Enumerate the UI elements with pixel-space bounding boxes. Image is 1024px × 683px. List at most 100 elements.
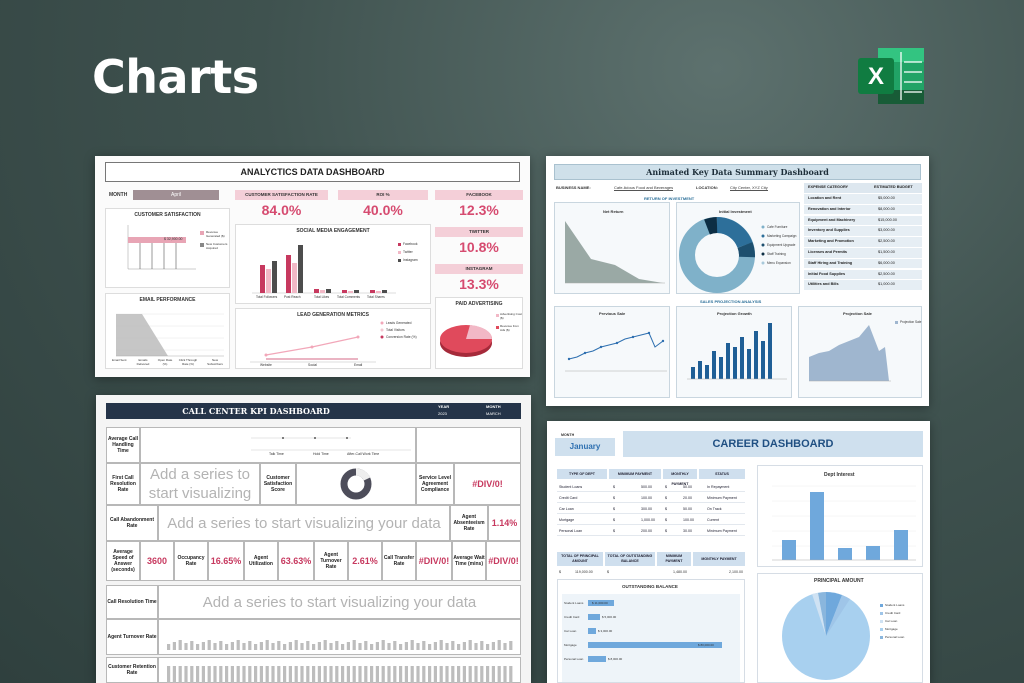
turnover-bar [393, 641, 397, 650]
retention-bar [219, 666, 223, 683]
head-min-payment: MINIMUM PAYMENT [657, 552, 691, 566]
turnover-bar [364, 641, 368, 650]
kpi-twitter-value: 10.8% [459, 239, 499, 255]
social-media-chart: SOCIAL MEDIA ENGAGEMENT Facebook Twitter… [235, 224, 431, 304]
head-monthly: MONTHLY PAYMENT [663, 469, 697, 486]
bar-label-personal: Personal Loan [564, 657, 584, 661]
first-call-placeholder: Add a series to start visualizing [140, 463, 260, 505]
total-symbol: $ [559, 570, 561, 574]
total-principal: 119,000.00 [575, 570, 593, 574]
career-title: CAREER DASHBOARD [623, 431, 923, 457]
turnover-bar [358, 643, 362, 650]
turnover-plot [167, 640, 513, 650]
retention-bar [428, 666, 432, 683]
retention-bar [393, 666, 397, 683]
retention-bar [323, 666, 327, 683]
turnover-bar [491, 642, 495, 650]
value-credit: $ 5,000.00 [602, 615, 617, 619]
turnover-bar [468, 640, 472, 650]
value-car: $ 3,000.00 [598, 629, 613, 633]
chart-title: OUTSTANDING BALANCE [622, 584, 678, 589]
retention-bar [364, 666, 368, 683]
lead-plot [250, 321, 384, 363]
career-table-row: Car Loan $300.00 $50.00 On Track [557, 505, 745, 514]
turnover-bar [323, 640, 327, 650]
turnover-bar [341, 644, 345, 650]
month-label: MONTH [109, 192, 128, 198]
chart-title: PRINCIPAL AMOUNT [814, 578, 864, 584]
investment-donut [679, 217, 765, 293]
career-table-row: Student Loans $500.00 $50.00 In Repayment [557, 483, 745, 492]
turnover-bar [178, 640, 182, 650]
turnover-bar [387, 643, 391, 650]
turnover-bars [158, 619, 521, 655]
retention-bar [439, 666, 443, 683]
page-title: Charts [92, 50, 259, 104]
expense-row: Renovation and Interior $8,000.00 [804, 204, 922, 215]
excel-icon: X [858, 48, 924, 104]
location-label: LOCATION: [696, 185, 718, 190]
chart-title: Dept Interest [824, 472, 855, 478]
legend-ad-cost: Advertising Cost ($) [500, 312, 522, 320]
legend-facebook: Facebook [403, 242, 418, 246]
total-min-payment: 1,480.00 [673, 570, 687, 574]
customer-satisfaction-chart: CUSTOMER SATISFACTION $ 32,900.00 Revenu… [105, 208, 230, 288]
turnover-bar [236, 640, 240, 650]
retention-bar [341, 666, 345, 683]
career-dashboard-thumbnail[interactable]: MONTH January CAREER DASHBOARD TYPE OF D… [547, 421, 930, 683]
chart-title: Net Return [603, 209, 624, 214]
expense-row: Marketing and Promotion $2,500.00 [804, 237, 922, 247]
retention-bar [375, 666, 379, 683]
month-label: MONTH [561, 433, 575, 437]
retention-bar [271, 666, 275, 683]
turnover-bar [248, 641, 252, 650]
retention-bar [468, 666, 472, 683]
turnover-bar [375, 642, 379, 650]
wait-time-value: #DIV/0! [486, 541, 521, 581]
retention-bar [312, 666, 316, 683]
retention-bar [433, 666, 437, 683]
summary-dashboard-thumbnail[interactable]: Animated Key Data Summary Dashboard BUSI… [546, 156, 929, 406]
location-value: City Center, XYZ City [730, 185, 768, 191]
retention-bar [178, 666, 182, 683]
legend-projection-sale: Projection Sale [900, 320, 922, 324]
legend-equipment: Equipment Upgrade [767, 243, 796, 247]
retention-bar [167, 666, 171, 683]
year-label: YEAR [438, 404, 450, 409]
label-customer-satisfaction: Customer Satisfaction Score [260, 463, 296, 505]
paid-advertising-chart: PAID ADVERTISING Advertising Cost ($) Re… [435, 297, 523, 369]
email-plot [116, 313, 224, 357]
legend-personal: Personal Loan [885, 635, 905, 639]
turnover-bar [439, 640, 443, 650]
retention-bar [335, 666, 339, 683]
value-personal: $ 8,000.00 [608, 657, 623, 661]
career-table-row: Credit Card $100.00 $20.00 Minimum Payment [557, 494, 745, 503]
career-table-row: Personal Loan $200.00 $30.00 Minimum Paymen… [557, 527, 745, 536]
retention-bar [358, 666, 362, 683]
retention-bars [158, 657, 521, 683]
retention-bar [462, 666, 466, 683]
turnover-bar [172, 642, 176, 650]
legend-instagram: Instagram [403, 258, 418, 262]
callcenter-dashboard-thumbnail[interactable]: CALL CENTER KPI DASHBOARD YEAR 2023 MONT… [96, 395, 531, 683]
legend-twitter: Twitter [403, 250, 413, 254]
analytics-dashboard-thumbnail[interactable]: ANALYCTICS DATA DASHBOARD MONTH April CU… [95, 156, 530, 377]
initial-investment-chart: Initial Investment Cafe Furniture Market… [676, 202, 800, 294]
head-minimum: MINIMUM PAYMENT [609, 469, 661, 479]
turnover-bar [277, 641, 281, 650]
retention-bar [422, 666, 426, 683]
kpi-instagram-value: 13.3% [459, 276, 499, 292]
turnover-bar [451, 641, 455, 650]
chart-title: LEAD GENERATION METRICS [297, 312, 369, 318]
retention-bar [213, 666, 217, 683]
label-transfer: Call Transfer Rate [382, 541, 416, 581]
turnover-bar [335, 641, 339, 650]
label-wait-time: Average Wait Time (mins) [452, 541, 486, 581]
previous-sale-plot [565, 331, 667, 372]
expense-row: Licenses and Permits $1,500.00 [804, 248, 922, 258]
dept-interest-plot [772, 485, 916, 561]
cat-total-shares: Total Shares [367, 295, 385, 299]
turnover-bar [312, 644, 316, 650]
bar-label-mortgage: Mortgage [564, 643, 577, 647]
bar-label-car: Car Loan [564, 629, 577, 633]
